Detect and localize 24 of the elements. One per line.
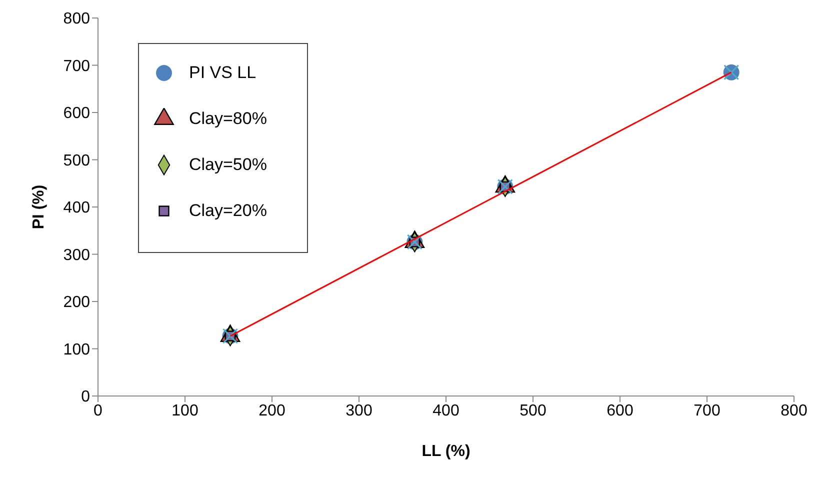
x-tick-label: 0 (94, 402, 103, 420)
x-tick-label: 100 (172, 402, 198, 420)
legend-label: Clay=20% (189, 201, 267, 221)
x-axis-title: LL (%) (422, 443, 470, 460)
y-tick-label: 200 (63, 294, 90, 312)
y-tick-label: 800 (63, 10, 90, 28)
legend-label: Clay=80% (189, 109, 267, 129)
x-tick-label: 800 (780, 402, 808, 420)
y-tick-label: 0 (81, 388, 90, 406)
legend-label: Clay=50% (189, 155, 267, 175)
x-tick-label: 700 (694, 402, 720, 420)
y-tick-label: 400 (63, 200, 90, 217)
y-tick-label: 700 (63, 58, 90, 75)
y-tick-label: 100 (63, 341, 90, 358)
y-tick-label: 300 (63, 246, 90, 264)
x-tick-label: 200 (258, 402, 286, 420)
y-tick-label: 500 (63, 152, 90, 170)
x-tick-label: 300 (346, 402, 372, 420)
x-tick-label: 600 (606, 402, 634, 420)
y-axis-title: PI (%) (30, 184, 48, 230)
x-tick-label: 500 (520, 402, 546, 420)
y-tick-label: 600 (63, 105, 90, 122)
legend-label: PI VS LL (189, 63, 256, 83)
x-tick-label: 400 (432, 402, 460, 420)
